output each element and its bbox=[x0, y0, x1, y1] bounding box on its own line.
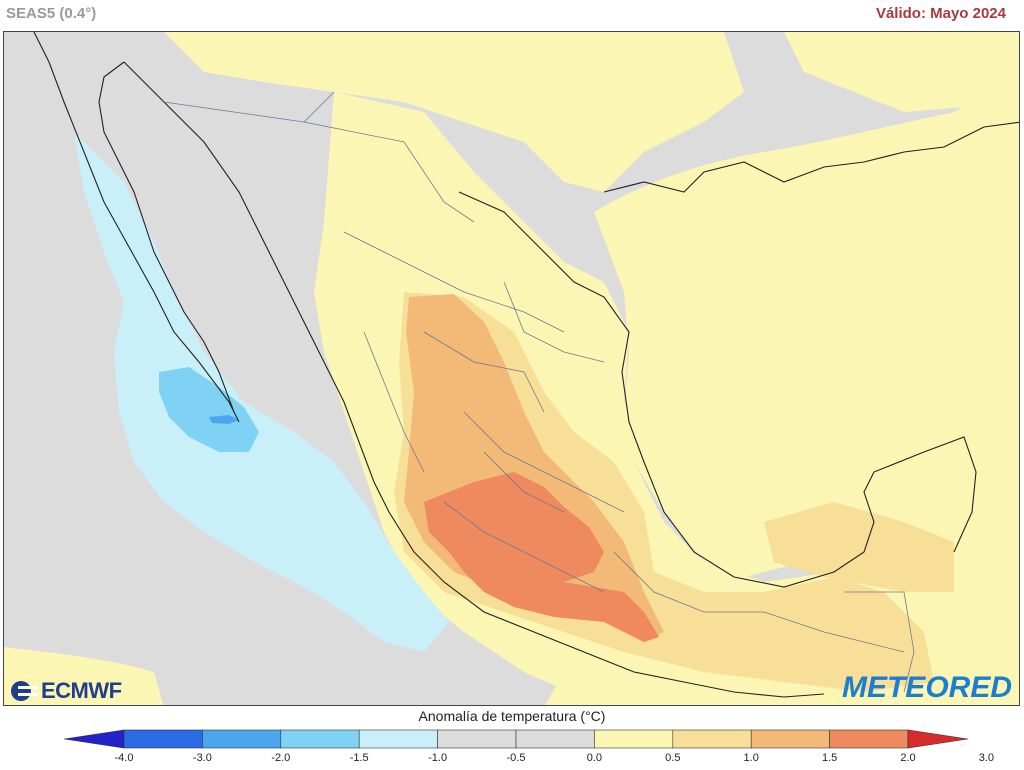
colorbar-tick-label: -0.5 bbox=[506, 752, 526, 764]
state-borders bbox=[163, 91, 915, 693]
hot-core-region bbox=[424, 472, 659, 642]
colorbar-arrow-left bbox=[64, 729, 125, 749]
colorbar-segment bbox=[123, 729, 203, 749]
colorbar-tick-label: 1.0 bbox=[743, 752, 759, 764]
south-warm-band bbox=[545, 662, 760, 705]
model-label: SEAS5 (0.4°) bbox=[6, 5, 97, 22]
colorbar-ticks: -4.0 -3.0 -2.0 -1.5 -1.0 -0.5 0.0 0.5 1.0 1.5 2.0 3… bbox=[0, 752, 1024, 768]
ecmwf-logo: ECMWF bbox=[10, 678, 122, 704]
colorbar-tick-label: 0.5 bbox=[665, 752, 681, 764]
colorbar-segment bbox=[672, 729, 752, 749]
southwest-warm-patch bbox=[4, 647, 164, 705]
colorbar-segment bbox=[437, 729, 517, 749]
pacific-cold-light bbox=[74, 132, 449, 652]
colorbar-segment bbox=[202, 729, 282, 749]
colorbar-segment bbox=[358, 729, 438, 749]
colorbar-segment bbox=[750, 729, 830, 749]
colorbar-title: Anomalía de temperatura (°C) bbox=[418, 708, 606, 724]
colorbar-tick-label: 2.0 bbox=[900, 752, 916, 764]
colorbar-tick-label: -1.5 bbox=[349, 752, 369, 764]
colorbar-tick-label: 0.0 bbox=[586, 752, 603, 764]
valid-date-label: Válido: Mayo 2024 bbox=[875, 5, 1006, 22]
ecmwf-logo-icon bbox=[11, 681, 38, 701]
colorbar-arrow-right bbox=[907, 729, 968, 749]
coastlines bbox=[33, 32, 1019, 698]
colorbar-tick-label: 3.0 bbox=[978, 752, 995, 764]
pacific-cold bbox=[159, 367, 259, 452]
pacific-cold-core bbox=[209, 415, 239, 424]
map-canvas bbox=[4, 32, 1019, 705]
colorbar bbox=[64, 729, 968, 749]
north-warm-band bbox=[164, 32, 744, 192]
colorbar-segment bbox=[829, 729, 909, 749]
colorbar-segment bbox=[515, 729, 595, 749]
meteored-logo: METEORED bbox=[841, 671, 1012, 704]
colorbar-tick-label: -1.0 bbox=[428, 752, 448, 764]
colorbar-tick-label: -3.0 bbox=[192, 752, 212, 764]
colorbar-segment bbox=[594, 729, 674, 749]
northeast-warm-band bbox=[784, 32, 1019, 112]
colorbar-segment bbox=[280, 729, 360, 749]
ecmwf-logo-text: ECMWF bbox=[41, 678, 122, 703]
colorbar-tick-label: -2.0 bbox=[271, 752, 291, 764]
colorbar-tick-label: 1.5 bbox=[821, 752, 838, 764]
yucatan-south-warm bbox=[764, 502, 954, 592]
anomaly-map bbox=[3, 31, 1020, 706]
colorbar-tick-label: -4.0 bbox=[114, 752, 134, 764]
